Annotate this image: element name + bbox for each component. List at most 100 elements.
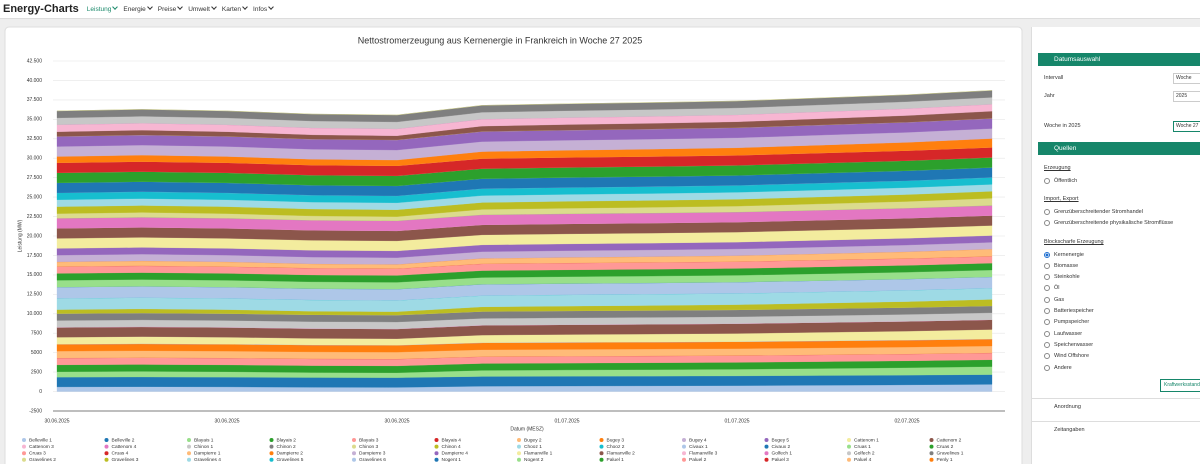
legend-item[interactable]: Flamanville 3: [682, 450, 718, 456]
select[interactable]: Woche 27: [1173, 120, 1200, 132]
legend-item[interactable]: Civaux 1: [682, 444, 708, 450]
section-header[interactable]: Datumsauswahl: [1038, 53, 1200, 66]
legend-label: Flamanville 3: [689, 450, 718, 456]
radio[interactable]: [1044, 285, 1050, 292]
legend-marker: [517, 444, 521, 449]
legend-marker: [682, 457, 686, 462]
nav-item[interactable]: Leistung: [87, 6, 118, 13]
radio[interactable]: [1044, 220, 1050, 227]
legend-item[interactable]: Cattenom 2: [929, 437, 962, 443]
legend-item[interactable]: Blayais 4: [434, 437, 462, 443]
logo[interactable]: Energy-Charts: [3, 3, 79, 15]
legend-item[interactable]: Golfech 2: [847, 450, 875, 456]
radio[interactable]: [1044, 319, 1050, 326]
collapsed-section[interactable]: Zeitangaben: [1032, 421, 1200, 438]
legend-item[interactable]: Cruas 1: [847, 444, 871, 450]
legend-item[interactable]: Gravelines 6: [352, 457, 386, 463]
legend-item[interactable]: Dampierre 1: [187, 450, 221, 456]
radio[interactable]: [1044, 177, 1050, 184]
legend-item[interactable]: Dampierre 2: [269, 450, 304, 456]
legend-item[interactable]: Bugey 4: [682, 437, 707, 443]
radio-option[interactable]: Laufwasser: [1044, 328, 1200, 339]
legend-marker: [847, 438, 851, 442]
radio[interactable]: [1044, 364, 1050, 371]
legend-item[interactable]: Cattenom 3: [22, 444, 54, 450]
radio[interactable]: [1044, 341, 1050, 348]
legend-label: Blayais 2: [277, 437, 297, 443]
legend-item[interactable]: Paluel 1: [599, 457, 625, 463]
select[interactable]: Woche: [1173, 72, 1200, 84]
radio[interactable]: [1044, 208, 1050, 215]
legend-item[interactable]: Bugey 2: [517, 437, 542, 443]
select[interactable]: 2025: [1173, 90, 1200, 102]
radio-option[interactable]: Grenzüberschreitende physikalische Strom…: [1044, 218, 1200, 229]
section-header[interactable]: Quellen: [1038, 142, 1200, 155]
legend-item[interactable]: Penly 1: [929, 457, 953, 463]
legend-item[interactable]: Cattenom 4: [104, 444, 137, 450]
radio-option[interactable]: Steinkohle: [1044, 271, 1200, 282]
radio[interactable]: [1044, 353, 1050, 360]
legend-item[interactable]: Gravelines 4: [187, 457, 221, 463]
radio-option[interactable]: Kernenergie: [1044, 249, 1200, 260]
legend-item[interactable]: Flamanville 1: [517, 450, 553, 456]
radio-option[interactable]: Pumpspeicher: [1044, 317, 1200, 328]
legend-item[interactable]: Belleville 2: [104, 437, 135, 443]
legend-item[interactable]: Flamanville 2: [599, 450, 636, 456]
legend-item[interactable]: Dampierre 3: [352, 450, 386, 456]
legend-item[interactable]: Chooz 1: [517, 444, 542, 450]
legend-marker: [847, 444, 851, 449]
radio-option[interactable]: Wind Offshore: [1044, 351, 1200, 362]
radio-option[interactable]: Biomasse: [1044, 260, 1200, 271]
legend-item[interactable]: Paluel 4: [847, 457, 872, 463]
legend-item[interactable]: Bugey 3: [599, 437, 625, 443]
legend-item[interactable]: Civaux 2: [764, 444, 791, 450]
legend-item[interactable]: Nogent 2: [517, 457, 544, 463]
legend-item[interactable]: Chinon 3: [352, 444, 379, 450]
radio[interactable]: [1044, 262, 1050, 269]
radio-option[interactable]: Speicherwasser: [1044, 339, 1200, 350]
button[interactable]: Kraftwerksstandorte: [1160, 379, 1200, 393]
legend-item[interactable]: Chinon 1: [187, 444, 214, 450]
legend-item[interactable]: Gravelines 3: [104, 457, 139, 463]
legend-item[interactable]: Gravelines 2: [22, 457, 56, 463]
radio-option[interactable]: Gas: [1044, 294, 1200, 305]
nav-item[interactable]: Preise: [158, 6, 182, 13]
legend-item[interactable]: Cattenom 1: [847, 437, 879, 443]
y-tick-label: -2500: [29, 408, 42, 414]
radio-option[interactable]: Grenzüberschreitender Stromhandel: [1044, 206, 1200, 217]
radio[interactable]: [1044, 330, 1050, 337]
legend-item[interactable]: Golfech 1: [764, 450, 793, 456]
legend-item[interactable]: Dampierre 4: [434, 450, 469, 456]
legend-item[interactable]: Paluel 3: [764, 457, 790, 463]
radio[interactable]: [1044, 308, 1050, 315]
legend-item[interactable]: Cruas 3: [22, 450, 46, 456]
legend-item[interactable]: Belleville 1: [22, 437, 52, 443]
radio[interactable]: [1044, 251, 1050, 258]
radio-option[interactable]: Batteriespeicher: [1044, 305, 1200, 316]
y-tick-label: 37.500: [27, 97, 43, 103]
legend-item[interactable]: Cruas 2: [929, 444, 954, 450]
legend-item[interactable]: Paluel 2: [682, 457, 707, 463]
nav-item[interactable]: Umwelt: [188, 6, 216, 13]
nav-item[interactable]: Infos: [253, 6, 273, 13]
radio[interactable]: [1044, 274, 1050, 281]
legend-item[interactable]: Chinon 2: [269, 444, 297, 450]
legend-item[interactable]: Chinon 4: [434, 444, 462, 450]
legend-item[interactable]: Gravelines 5: [269, 457, 304, 463]
legend-item[interactable]: Blayais 1: [187, 437, 214, 443]
legend-item[interactable]: Blayais 2: [269, 437, 297, 443]
radio-option[interactable]: Öl: [1044, 283, 1200, 294]
collapsed-section[interactable]: Anordnung: [1032, 398, 1200, 415]
nav-item[interactable]: Karten: [222, 6, 247, 13]
legend-item[interactable]: Chooz 2: [599, 444, 625, 450]
nav-item[interactable]: Energie: [123, 6, 151, 13]
radio[interactable]: [1044, 296, 1050, 303]
legend-item[interactable]: Nogent 1: [434, 457, 462, 463]
radio-option[interactable]: Öffentlich: [1044, 175, 1200, 186]
legend-item[interactable]: Gravelines 1: [929, 450, 964, 456]
legend-item[interactable]: Cruas 4: [104, 450, 129, 456]
legend-item[interactable]: Blayais 3: [352, 437, 379, 443]
radio-option[interactable]: Andere: [1044, 362, 1200, 373]
legend-item[interactable]: Bugey 5: [764, 437, 790, 443]
radio-label: Wind Offshore: [1054, 353, 1090, 360]
